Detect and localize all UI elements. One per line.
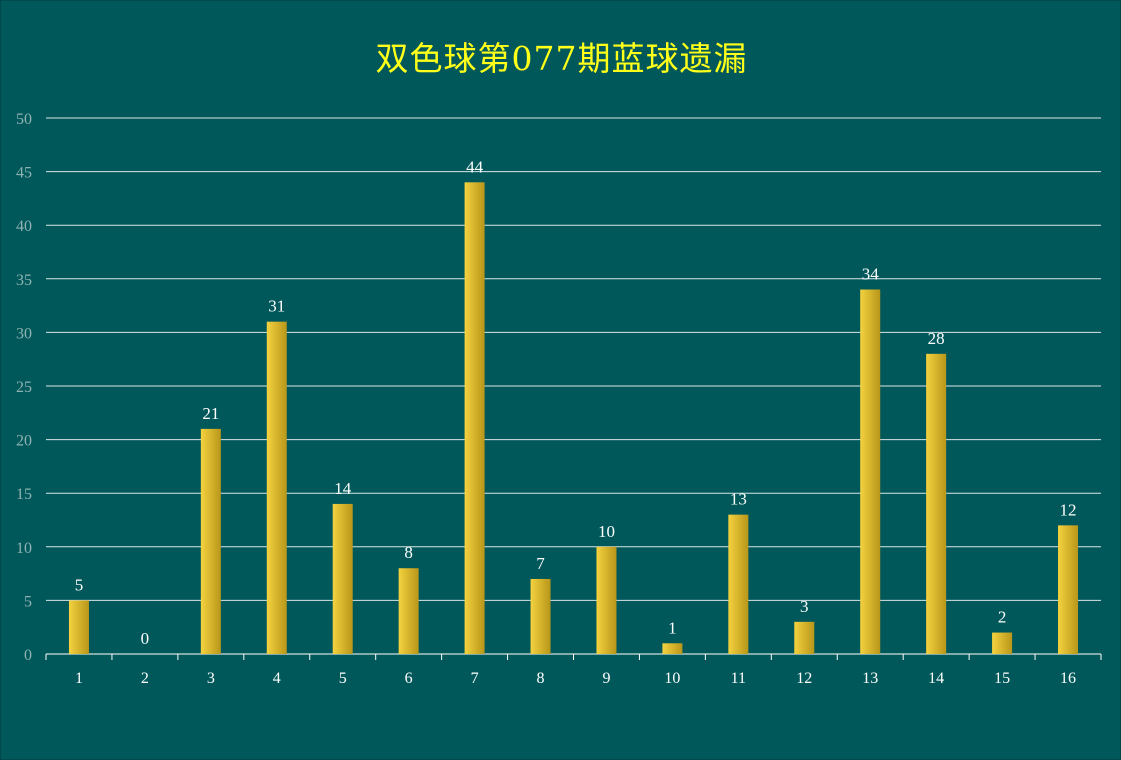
- data-label-9: 10: [598, 522, 615, 541]
- y-tick-label: 30: [16, 325, 32, 342]
- x-tick-label: 2: [141, 670, 149, 687]
- bar-14: [926, 353, 947, 654]
- y-tick-label: 20: [16, 433, 32, 450]
- data-label-7: 44: [466, 157, 484, 176]
- x-tick-label: 15: [994, 670, 1010, 687]
- x-tick-label: 16: [1060, 670, 1076, 687]
- bar-4: [266, 321, 287, 654]
- x-tick-label: 1: [75, 670, 83, 687]
- data-label-1: 5: [75, 575, 84, 594]
- y-axis-ticks: 0 5 10 15 20 25 30 35 40 45 50: [16, 111, 32, 664]
- x-tick-label: 14: [928, 670, 944, 687]
- data-labels: 5 0 21 31 14 8 44 7 10 1 13 3 34 28 2 12: [75, 157, 1077, 648]
- y-tick-label: 35: [16, 272, 32, 289]
- y-tick-label: 45: [16, 165, 32, 182]
- bar-10: [662, 643, 683, 654]
- y-tick-label: 50: [16, 111, 32, 128]
- bar-7: [464, 182, 485, 654]
- data-label-11: 13: [730, 490, 747, 509]
- bar-5: [332, 503, 353, 654]
- x-tick-label: 4: [273, 670, 281, 687]
- y-tick-label: 15: [16, 486, 32, 503]
- x-axis: [45, 653, 1102, 660]
- x-tick-label: 8: [537, 670, 545, 687]
- data-label-16: 12: [1060, 500, 1077, 519]
- bar-11: [728, 514, 749, 654]
- x-tick-label: 3: [207, 670, 215, 687]
- bars: [68, 182, 1079, 654]
- data-label-6: 8: [404, 543, 413, 562]
- bar-15: [992, 632, 1013, 654]
- data-label-4: 31: [268, 297, 285, 316]
- y-tick-label: 0: [24, 647, 32, 664]
- y-tick-label: 40: [16, 218, 32, 235]
- y-tick-label: 10: [16, 540, 32, 557]
- bar-3: [200, 428, 221, 654]
- y-tick-label: 25: [16, 379, 32, 396]
- x-tick-label: 11: [731, 670, 746, 687]
- chart-title: 双色球第077期蓝球遗漏: [375, 39, 748, 78]
- data-label-5: 14: [334, 479, 352, 498]
- gridlines: [46, 117, 1101, 601]
- x-tick-label: 12: [796, 670, 812, 687]
- x-tick-label: 5: [339, 670, 347, 687]
- x-tick-label: 6: [405, 670, 413, 687]
- data-label-12: 3: [800, 597, 809, 616]
- data-label-14: 28: [928, 329, 945, 348]
- data-label-15: 2: [998, 608, 1007, 627]
- bar-13: [860, 289, 881, 654]
- bar-16: [1058, 525, 1079, 654]
- bar-8: [530, 578, 551, 654]
- data-label-8: 7: [536, 554, 545, 573]
- bar-6: [398, 568, 419, 654]
- data-label-13: 34: [862, 265, 880, 284]
- data-label-10: 1: [668, 618, 677, 637]
- data-label-3: 21: [202, 404, 219, 423]
- x-tick-label: 10: [664, 670, 680, 687]
- bar-9: [596, 546, 617, 654]
- bar-1: [68, 600, 89, 654]
- data-label-2: 0: [141, 629, 150, 648]
- x-axis-ticks: 1 2 3 4 5 6 7 8 9 10 11 12 13 14 15 16: [75, 670, 1076, 687]
- y-tick-label: 5: [24, 593, 32, 610]
- bar-12: [794, 621, 815, 654]
- x-tick-label: 7: [471, 670, 479, 687]
- x-tick-label: 13: [862, 670, 878, 687]
- x-tick-label: 9: [602, 670, 610, 687]
